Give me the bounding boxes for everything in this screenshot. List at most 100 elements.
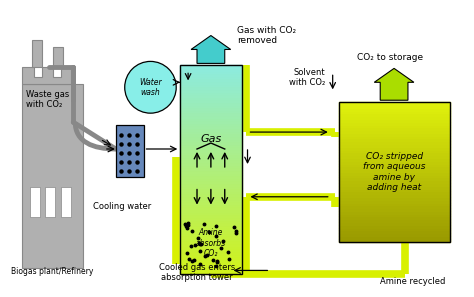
Bar [180, 264, 242, 267]
Bar [180, 238, 242, 241]
Bar [180, 243, 242, 246]
Bar [338, 166, 449, 169]
Bar [338, 233, 449, 236]
Bar [180, 241, 242, 243]
Bar [180, 65, 242, 274]
Bar [180, 86, 242, 89]
Bar [338, 147, 449, 150]
Bar [180, 204, 242, 206]
Bar [180, 133, 242, 136]
Text: Biogas plant/Refinery: Biogas plant/Refinery [11, 267, 94, 277]
Bar [180, 151, 242, 154]
Bar [180, 214, 242, 217]
Bar [338, 228, 449, 230]
Bar [338, 102, 449, 241]
Bar [180, 269, 242, 272]
Bar [338, 158, 449, 161]
Bar [180, 256, 242, 259]
Bar [180, 84, 242, 86]
Bar [180, 206, 242, 209]
Bar [338, 108, 449, 110]
Bar [180, 102, 242, 105]
Text: Gas with CO₂
removed: Gas with CO₂ removed [237, 26, 296, 45]
Circle shape [125, 61, 176, 113]
Bar [338, 183, 449, 186]
Bar [180, 71, 242, 73]
Bar [338, 133, 449, 136]
Bar [338, 122, 449, 124]
Bar [338, 230, 449, 233]
Bar [338, 222, 449, 225]
Bar [180, 272, 242, 274]
Bar [338, 225, 449, 228]
Bar [180, 199, 242, 201]
Bar [338, 200, 449, 203]
Bar [180, 154, 242, 157]
Bar [180, 196, 242, 199]
Bar [180, 146, 242, 149]
Bar [338, 191, 449, 194]
Bar [180, 235, 242, 238]
Text: Amine
absorbs
CO₂: Amine absorbs CO₂ [196, 228, 226, 258]
Bar [338, 208, 449, 211]
Bar [180, 68, 242, 71]
Bar [180, 201, 242, 204]
FancyArrow shape [191, 36, 231, 63]
Bar [180, 123, 242, 126]
Bar [180, 78, 242, 81]
Bar [180, 94, 242, 97]
Text: Amine recycled: Amine recycled [381, 277, 446, 286]
Bar [180, 91, 242, 94]
Bar [180, 246, 242, 248]
Bar [180, 230, 242, 233]
Bar [180, 186, 242, 188]
Text: Waste gas
with CO₂: Waste gas with CO₂ [26, 89, 69, 109]
Bar [180, 141, 242, 144]
Bar [338, 155, 449, 158]
Bar [180, 267, 242, 269]
Bar [338, 186, 449, 189]
Bar [180, 149, 242, 151]
Bar [54, 48, 64, 67]
Bar [180, 131, 242, 133]
Bar [180, 222, 242, 225]
Bar [180, 175, 242, 178]
Bar [180, 217, 242, 219]
Bar [116, 125, 144, 177]
Text: Cooling water: Cooling water [93, 202, 151, 211]
Bar [180, 144, 242, 146]
Text: Solvent
with CO₂: Solvent with CO₂ [289, 68, 325, 87]
Bar [338, 178, 449, 180]
Bar [338, 130, 449, 133]
Bar [338, 124, 449, 127]
Bar [338, 150, 449, 152]
Bar [30, 187, 39, 217]
Bar [180, 73, 242, 76]
Bar [338, 219, 449, 222]
Bar [180, 233, 242, 235]
Bar [180, 159, 242, 162]
FancyArrow shape [374, 68, 414, 100]
Bar [338, 119, 449, 122]
Bar [180, 115, 242, 118]
Bar [180, 107, 242, 110]
Bar [338, 194, 449, 197]
Bar [180, 228, 242, 230]
Bar [180, 97, 242, 99]
Bar [180, 219, 242, 222]
Bar [22, 84, 83, 268]
Bar [180, 254, 242, 256]
Bar [338, 203, 449, 205]
Bar [180, 180, 242, 183]
Bar [180, 191, 242, 193]
Bar [338, 127, 449, 130]
Bar [338, 152, 449, 155]
Bar [338, 189, 449, 191]
Bar [180, 170, 242, 173]
Bar [46, 187, 55, 217]
Bar [180, 113, 242, 115]
Bar [180, 251, 242, 254]
Bar [180, 248, 242, 251]
Bar [338, 136, 449, 138]
Bar [338, 214, 449, 217]
